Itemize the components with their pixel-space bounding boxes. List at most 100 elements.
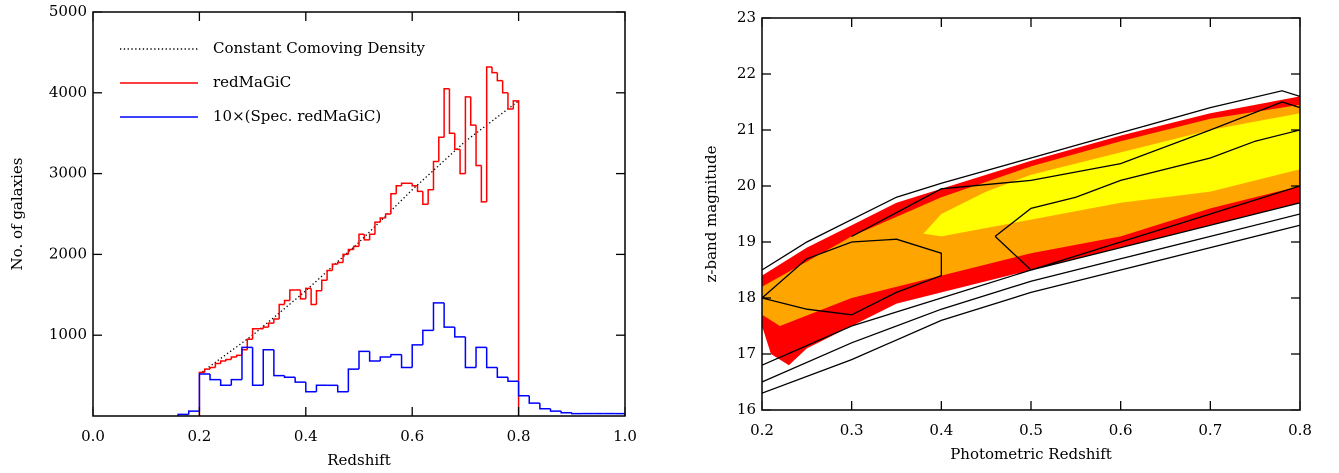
histogram-step <box>485 347 498 369</box>
x-tick-label: 0.4 <box>294 427 318 445</box>
histogram-step <box>230 378 242 386</box>
y-axis-label: No. of galaxies <box>8 158 26 271</box>
histogram-step <box>251 347 264 387</box>
histogram-step <box>326 269 333 281</box>
histogram-step <box>443 88 450 138</box>
contour-line <box>851 101 1300 237</box>
histogram-step <box>241 348 248 356</box>
histogram-step <box>496 367 508 378</box>
histogram-step <box>496 72 503 82</box>
histogram-step <box>384 213 391 219</box>
histogram-step <box>507 377 519 383</box>
histogram-step <box>390 353 402 358</box>
histogram-step <box>485 66 492 202</box>
x-tick-label: 0.8 <box>1288 421 1312 439</box>
histogram-step <box>491 66 498 74</box>
histogram-step <box>342 253 349 263</box>
histogram-step <box>198 371 205 416</box>
histogram-step <box>379 356 391 362</box>
contour-line <box>762 213 1300 383</box>
x-tick-label: 0.0 <box>81 427 105 445</box>
histogram-step <box>283 299 290 305</box>
x-tick-label: 0.2 <box>187 427 211 445</box>
histogram-step <box>517 381 530 397</box>
y-axis-label: z-band magnitude <box>702 145 720 282</box>
histogram-step <box>347 368 359 392</box>
histogram-step <box>321 279 328 291</box>
contour-line <box>994 129 1300 271</box>
histogram-step <box>400 182 407 186</box>
histogram-step <box>347 248 354 255</box>
histogram-step <box>528 395 540 404</box>
histogram-step <box>209 373 221 381</box>
histogram-step <box>422 191 429 206</box>
contour-fill <box>923 113 1300 237</box>
y-tick-label: 20 <box>737 176 756 194</box>
contour-line <box>762 238 942 316</box>
legend-label: Constant Comoving Density <box>213 39 425 57</box>
histogram-step <box>549 408 562 412</box>
histogram-step <box>374 221 381 235</box>
histogram-step <box>358 350 370 370</box>
y-tick-label: 1000 <box>49 325 87 343</box>
plot-frame <box>92 11 626 417</box>
histogram-step <box>416 185 423 193</box>
histogram-step <box>363 234 370 241</box>
y-tick-label: 21 <box>737 120 756 138</box>
x-tick-label: 0.5 <box>1019 421 1043 439</box>
histogram-step <box>400 354 413 369</box>
x-tick-label: 0.7 <box>1198 421 1222 439</box>
histogram-step <box>512 100 520 416</box>
histogram-step <box>219 379 232 387</box>
x-axis-label: Redshift <box>327 451 391 469</box>
histogram-step <box>251 327 258 340</box>
contour-line <box>762 224 1300 394</box>
histogram-step <box>209 366 216 370</box>
histogram-step <box>315 290 322 305</box>
histogram-step <box>438 136 445 162</box>
histogram-step <box>560 411 572 414</box>
histogram-step <box>475 125 482 167</box>
histogram-step <box>315 384 328 392</box>
y-tick-label: 18 <box>737 288 756 306</box>
histogram-step <box>214 362 221 368</box>
histogram-step <box>379 217 386 223</box>
contour-line <box>762 90 1300 271</box>
histogram-step <box>368 233 375 240</box>
histogram-step <box>358 233 365 247</box>
x-tick-label: 0.3 <box>840 421 864 439</box>
histogram-step <box>448 88 455 134</box>
histogram-step <box>501 80 508 94</box>
y-tick-label: 23 <box>737 8 756 26</box>
x-tick-label: 1.0 <box>613 427 637 445</box>
histogram-step <box>459 149 466 175</box>
histogram-step <box>273 318 280 324</box>
histogram-step <box>294 377 306 383</box>
y-tick-label: 19 <box>737 232 756 250</box>
x-tick-label: 0.8 <box>507 427 531 445</box>
x-tick-label: 0.6 <box>400 427 424 445</box>
histogram-step <box>310 288 317 306</box>
histogram-step <box>507 92 514 110</box>
histogram-step <box>278 303 285 320</box>
histogram-step <box>299 289 306 300</box>
legend-label: redMaGiC <box>213 73 291 91</box>
histogram-step <box>305 382 317 393</box>
y-tick-label: 3000 <box>49 164 87 182</box>
histogram-step <box>331 263 338 271</box>
histogram-step <box>336 385 349 393</box>
histogram-step <box>411 183 418 187</box>
y-tick-label: 4000 <box>49 83 87 101</box>
x-tick-label: 0.4 <box>929 421 953 439</box>
histogram-step <box>395 184 402 194</box>
histogram-step <box>241 346 253 380</box>
histogram-step <box>464 96 471 174</box>
histogram-step <box>454 133 461 151</box>
histogram-step <box>480 165 487 203</box>
y-tick-label: 22 <box>737 64 756 82</box>
histogram-step <box>336 261 344 265</box>
histogram-step <box>283 375 296 378</box>
histogram-step <box>262 326 269 329</box>
y-tick-label: 2000 <box>49 244 87 262</box>
